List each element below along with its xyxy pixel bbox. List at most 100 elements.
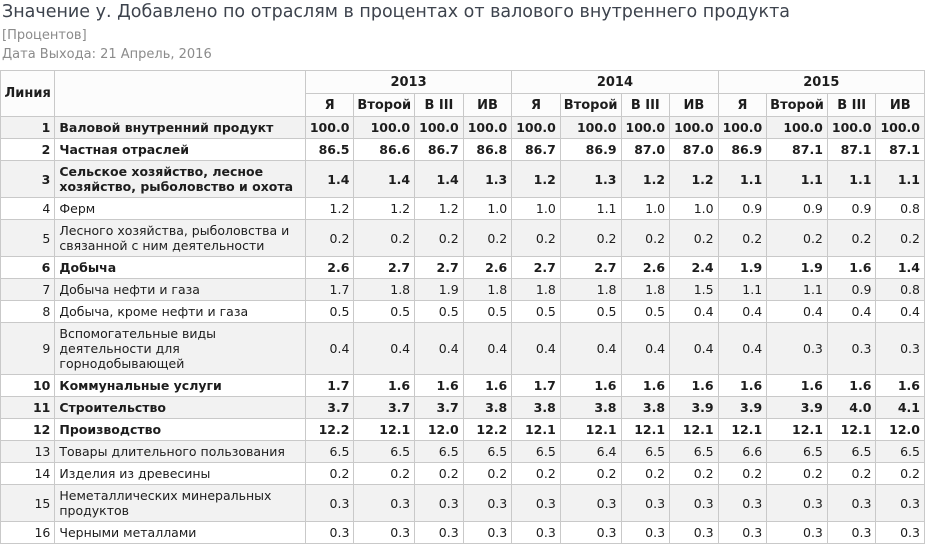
- value-cell: 2.6: [462, 256, 513, 279]
- value-cell: 0.4: [717, 300, 768, 323]
- table-row: 3 Сельское хозяйство, лесное хозяйство, р…: [0, 160, 925, 198]
- value-cell: 1.6: [826, 256, 877, 279]
- value-cell: 12.2: [304, 418, 355, 441]
- industry-label-cell: Изделия из древесины: [54, 462, 306, 485]
- value-cell: 12.1: [669, 418, 719, 441]
- industry-label-cell: Добыча: [54, 256, 306, 279]
- quarter-header-cell: Я: [304, 93, 355, 117]
- table-row: 2 Частная отраслей 86.5 86.6 86.7 86.8 86.7 86.…: [0, 138, 925, 161]
- value-cell: 0.3: [511, 521, 561, 544]
- value-cell: 100.0: [766, 116, 828, 139]
- value-cell: 12.1: [353, 418, 416, 441]
- value-cell: 0.2: [304, 219, 355, 257]
- year-header-cell: 2015: [717, 70, 925, 94]
- line-number-cell: 1: [0, 116, 56, 139]
- value-cell: 0.3: [766, 322, 828, 375]
- value-cell: 12.1: [826, 418, 877, 441]
- value-cell: 0.3: [766, 484, 828, 522]
- value-cell: 100.0: [414, 116, 464, 139]
- value-cell: 0.2: [669, 219, 719, 257]
- line-number-cell: 3: [0, 160, 56, 198]
- line-number-cell: 14: [0, 462, 56, 485]
- value-cell: 6.5: [511, 440, 561, 463]
- value-cell: 1.6: [766, 374, 828, 397]
- value-cell: 0.3: [826, 322, 877, 375]
- value-cell: 4.1: [875, 396, 925, 419]
- value-cell: 0.4: [669, 300, 719, 323]
- table-row: 4 Ферм 1.2 1.2 1.2 1.0 1.0 1.1 1.0 1.0 0.9 0.9 0.9 0.…: [0, 197, 925, 220]
- quarter-header-cell: В III: [414, 93, 464, 117]
- year-header-cell: 2013: [304, 70, 513, 94]
- value-cell: 3.8: [620, 396, 671, 419]
- table-row: 10 Коммунальные услуги 1.7 1.6 1.6 1.6 1.7 1.6 1…: [0, 374, 925, 397]
- value-cell: 3.7: [304, 396, 355, 419]
- value-cell: 1.6: [414, 374, 464, 397]
- value-cell: 0.2: [766, 462, 828, 485]
- value-cell: 1.1: [766, 160, 828, 198]
- quarter-header-cell: ИВ: [875, 93, 925, 117]
- value-cell: 0.3: [717, 484, 768, 522]
- value-cell: 0.2: [353, 462, 416, 485]
- value-cell: 0.2: [875, 462, 925, 485]
- value-cell: 87.1: [766, 138, 828, 161]
- value-cell: 0.2: [717, 219, 768, 257]
- header-row-quarters: Я Второй В III ИВ Я Второй В III ИВ Я Второй В III…: [1, 93, 925, 117]
- value-cell: 0.2: [414, 462, 464, 485]
- value-cell: 0.4: [414, 322, 464, 375]
- value-cell: 1.6: [669, 374, 719, 397]
- value-cell: 0.3: [304, 521, 355, 544]
- value-cell: 1.7: [304, 278, 355, 301]
- value-cell: 0.2: [717, 462, 768, 485]
- value-cell: 0.2: [304, 462, 355, 485]
- value-cell: 1.2: [511, 160, 561, 198]
- value-cell: 0.3: [414, 484, 464, 522]
- value-cell: 100.0: [353, 116, 416, 139]
- value-cell: 0.4: [462, 322, 513, 375]
- value-cell: 1.4: [414, 160, 464, 198]
- value-cell: 87.1: [875, 138, 925, 161]
- line-number-cell: 7: [0, 278, 56, 301]
- line-number-cell: 13: [0, 440, 56, 463]
- value-cell: 0.3: [620, 521, 671, 544]
- line-number-cell: 8: [0, 300, 56, 323]
- value-cell: 1.2: [414, 197, 464, 220]
- value-cell: 100.0: [875, 116, 925, 139]
- quarter-header-cell: Второй: [766, 93, 828, 117]
- industry-label-cell: Вспомогательные виды деятельности для го…: [54, 322, 306, 375]
- value-cell: 0.4: [826, 300, 877, 323]
- value-cell: 0.3: [414, 521, 464, 544]
- value-cell: 3.7: [353, 396, 416, 419]
- value-cell: 1.9: [766, 256, 828, 279]
- value-cell: 0.3: [462, 484, 513, 522]
- industry-label-cell: Неметаллических минеральных продуктов: [54, 484, 306, 522]
- value-cell: 1.6: [353, 374, 416, 397]
- value-cell: 1.4: [875, 256, 925, 279]
- value-cell: 0.9: [766, 197, 828, 220]
- value-cell: 100.0: [717, 116, 768, 139]
- year-header-cell: 2014: [511, 70, 719, 94]
- value-cell: 0.3: [875, 322, 925, 375]
- value-cell: 86.6: [353, 138, 416, 161]
- value-cell: 1.1: [826, 160, 877, 198]
- value-cell: 1.1: [875, 160, 925, 198]
- value-cell: 12.0: [875, 418, 925, 441]
- value-cell: 0.2: [620, 462, 671, 485]
- value-cell: 0.4: [304, 322, 355, 375]
- table-row: 7 Добыча нефти и газа 1.7 1.8 1.9 1.8 1.8 1.8 1.…: [0, 278, 925, 301]
- industry-label-cell: Добыча нефти и газа: [54, 278, 306, 301]
- value-cell: 2.7: [414, 256, 464, 279]
- quarter-header-cell: Я: [717, 93, 768, 117]
- value-cell: 12.1: [766, 418, 828, 441]
- value-cell: 0.2: [511, 219, 561, 257]
- value-cell: 12.2: [462, 418, 513, 441]
- value-cell: 86.7: [511, 138, 561, 161]
- value-cell: 1.8: [511, 278, 561, 301]
- table-row: 8 Добыча, кроме нефти и газа 0.5 0.5 0.5 0.5 0…: [0, 300, 925, 323]
- value-cell: 1.2: [620, 160, 671, 198]
- value-cell: 0.2: [620, 219, 671, 257]
- value-cell: 0.2: [462, 462, 513, 485]
- value-cell: 0.3: [559, 484, 622, 522]
- industry-label-cell: Производство: [54, 418, 306, 441]
- value-cell: 1.1: [717, 160, 768, 198]
- value-cell: 0.2: [559, 462, 622, 485]
